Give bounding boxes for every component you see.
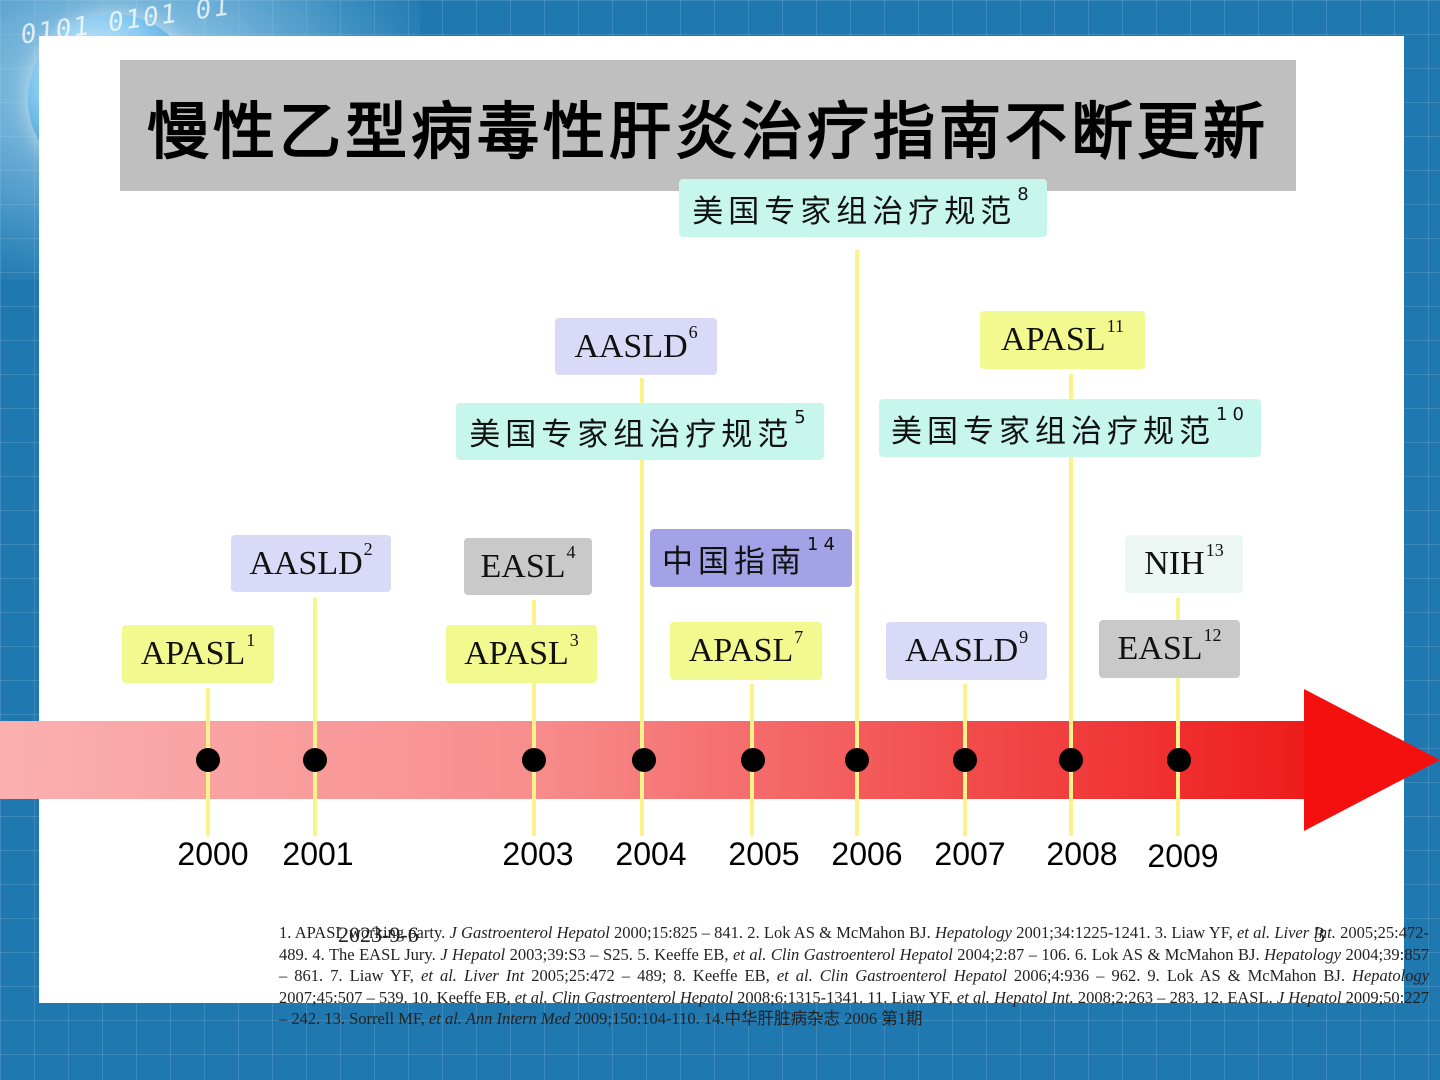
reference-segment: 2008;6:1315-1341. 11. Liaw YF, <box>733 987 957 1007</box>
timeline-dot-2005 <box>741 748 765 772</box>
reference-segment: J Gastroenterol Hepatol <box>449 923 610 942</box>
timeline-dot-2007 <box>953 748 977 772</box>
reference-segment: 1. APASL working party. <box>279 923 450 942</box>
reference-segment: 2005;25:472-489. 4. The EASL Jury. <box>279 923 1429 964</box>
reference-segment: et al. Clin Gastroenterol Hepatol <box>776 966 1007 985</box>
reference-segment: et al. Liver Int <box>421 966 525 985</box>
reference-segment: 2009;150:104-110. 14.中华肝脏病杂志 2006 第1期 <box>570 1009 923 1028</box>
guideline-apasl-11: APASL 11 <box>980 311 1145 369</box>
timeline-dot-2004 <box>632 748 656 772</box>
guideline-us-expert-10: 美国专家组治疗规范 10 <box>879 399 1261 457</box>
connector-2006 <box>855 250 859 836</box>
reference-segment: 2000;15:825 – 841. 2. Lok AS & McMahon B… <box>609 923 935 942</box>
timeline-dot-2009 <box>1167 748 1191 772</box>
year-label: 2001 <box>282 836 354 872</box>
connector-2004 <box>640 378 644 836</box>
reference-segment: 2009;50:227 – 242. 13. Sorrell MF, <box>279 987 1429 1029</box>
reference-segment: 2001;34:1225-1241. 3. Liaw YF, <box>1011 923 1237 942</box>
reference-segment: Hepatology <box>1352 966 1430 985</box>
timeline-arrow-head <box>1304 689 1440 831</box>
references-text: 1. APASL working party. J Gastroenterol … <box>279 922 1429 1030</box>
year-label: 2000 <box>177 836 249 872</box>
year-label: 2008 <box>1046 836 1118 872</box>
connector-2001 <box>313 598 317 836</box>
reference-segment: et al. Liver Int. <box>1236 923 1336 942</box>
reference-segment: et al. Hepatol Int. <box>956 987 1074 1007</box>
slide-title: 慢性乙型病毒性肝炎治疗指南不断更新 <box>146 94 1269 168</box>
reference-segment: et al. Clin Gastroenterol Hepatol <box>732 944 953 964</box>
reference-segment: 2004;2:87 – 106. 6. Lok AS & McMahon BJ. <box>952 944 1265 964</box>
page-number: 3 <box>1314 922 1325 947</box>
guideline-easl-12: EASL 12 <box>1099 620 1240 678</box>
reference-segment: 2005;25:472 – 489; 8. Keeffe EB, <box>524 966 777 985</box>
timeline-dot-2006 <box>845 748 869 772</box>
guideline-aasld-9: AASLD 9 <box>886 622 1047 680</box>
reference-segment: J Hepatol <box>440 944 506 964</box>
reference-segment: et al. Clin Gastroenterol Hepatol <box>514 987 734 1007</box>
year-label: 2006 <box>831 836 903 872</box>
reference-segment: 2006;4:936 – 962. 9. Lok AS & McMahon BJ… <box>1006 966 1353 985</box>
reference-segment: 2004;39:857 – 861. 7. Liaw YF, <box>279 944 1429 986</box>
guideline-aasld-6: AASLD 6 <box>555 318 717 375</box>
guideline-apasl-7: APASL 7 <box>670 622 822 680</box>
timeline-dot-2000 <box>196 748 220 772</box>
guideline-aasld-2: AASLD 2 <box>231 535 391 592</box>
year-label: 2003 <box>502 836 574 872</box>
year-label: 2007 <box>934 836 1006 872</box>
year-label: 2009 <box>1147 838 1219 874</box>
connector-2009 <box>1176 598 1180 836</box>
connector-2003 <box>532 600 536 836</box>
slide-date: 2023-9-6 <box>338 922 419 947</box>
guideline-apasl-1: APASL 1 <box>122 625 274 683</box>
timeline-dot-2001 <box>303 748 327 772</box>
year-label: 2005 <box>728 836 800 872</box>
reference-segment: Hepatology <box>1264 944 1342 964</box>
guideline-nih-13: NIH 13 <box>1125 535 1243 593</box>
year-label: 2004 <box>615 836 687 872</box>
reference-segment: et al. Ann Intern Med <box>428 1009 571 1028</box>
reference-segment: 2008;2:263 – 283. 12. EASL. <box>1073 987 1277 1007</box>
timeline-dot-2008 <box>1059 748 1083 772</box>
title-bar <box>120 60 1296 191</box>
reference-segment: 2007;45:507 – 539. 10. Keeffe EB, <box>279 987 515 1007</box>
connector-2008 <box>1069 374 1073 836</box>
guideline-us-expert-5: 美国专家组治疗规范 5 <box>456 403 824 460</box>
reference-segment: J Hepatol <box>1276 987 1342 1007</box>
reference-segment: 2003;39:S3 – S25. 5. Keeffe EB, <box>505 944 733 964</box>
guideline-apasl-3: APASL 3 <box>446 625 597 683</box>
guideline-us-expert-8: 美国专家组治疗规范 8 <box>679 179 1047 237</box>
guideline-china-14: 中国指南 14 <box>650 529 852 587</box>
reference-segment: Hepatology <box>934 923 1012 942</box>
timeline-dot-2003 <box>522 748 546 772</box>
guideline-easl-4: EASL 4 <box>464 538 592 595</box>
